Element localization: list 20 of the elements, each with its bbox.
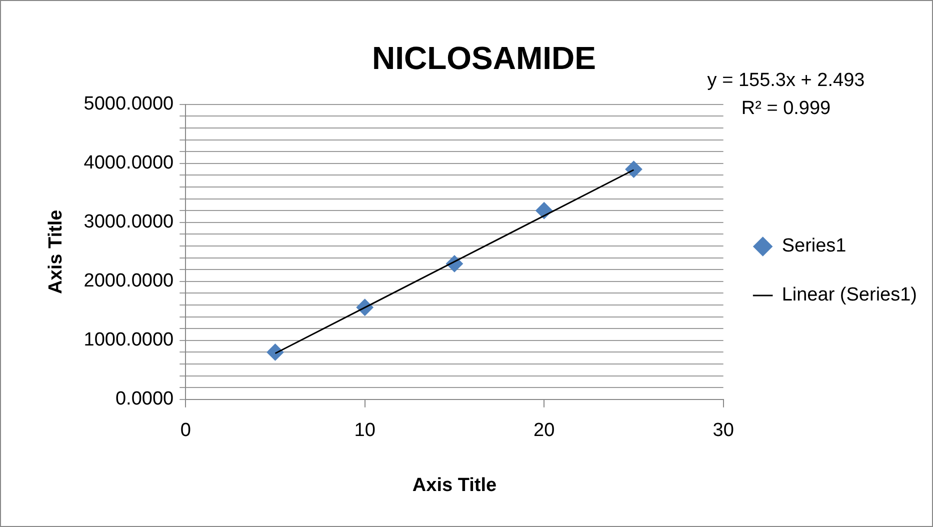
text: R² = 0.999	[741, 98, 831, 120]
point	[536, 202, 553, 220]
y-tick-label: 5000.0000	[84, 94, 174, 115]
x-axis-title: Axis Title	[412, 474, 497, 496]
point	[625, 160, 642, 178]
x-tick-label: 10	[354, 420, 376, 442]
y-tick-label: 0.0000	[115, 388, 174, 410]
y-tick-label: 2000.0000	[84, 270, 174, 292]
y-tick-label: 3000.0000	[84, 212, 174, 233]
x-tick-label: 0	[180, 420, 191, 442]
x-tick-label: 20	[534, 420, 555, 442]
y-tick-label: 4000.0000	[84, 152, 174, 174]
point	[266, 344, 284, 361]
chart-title: NICLOSAMIDE	[372, 40, 596, 76]
text: y = 155.3x + 2.493	[707, 70, 865, 92]
y-tick-label: 1000.0000	[84, 330, 174, 351]
legend-label: Series1	[782, 236, 846, 257]
x-tick-label: 30	[712, 420, 734, 442]
legend-label: Linear (Series1)	[782, 284, 917, 306]
y-axis-title: Axis Title	[46, 210, 67, 294]
